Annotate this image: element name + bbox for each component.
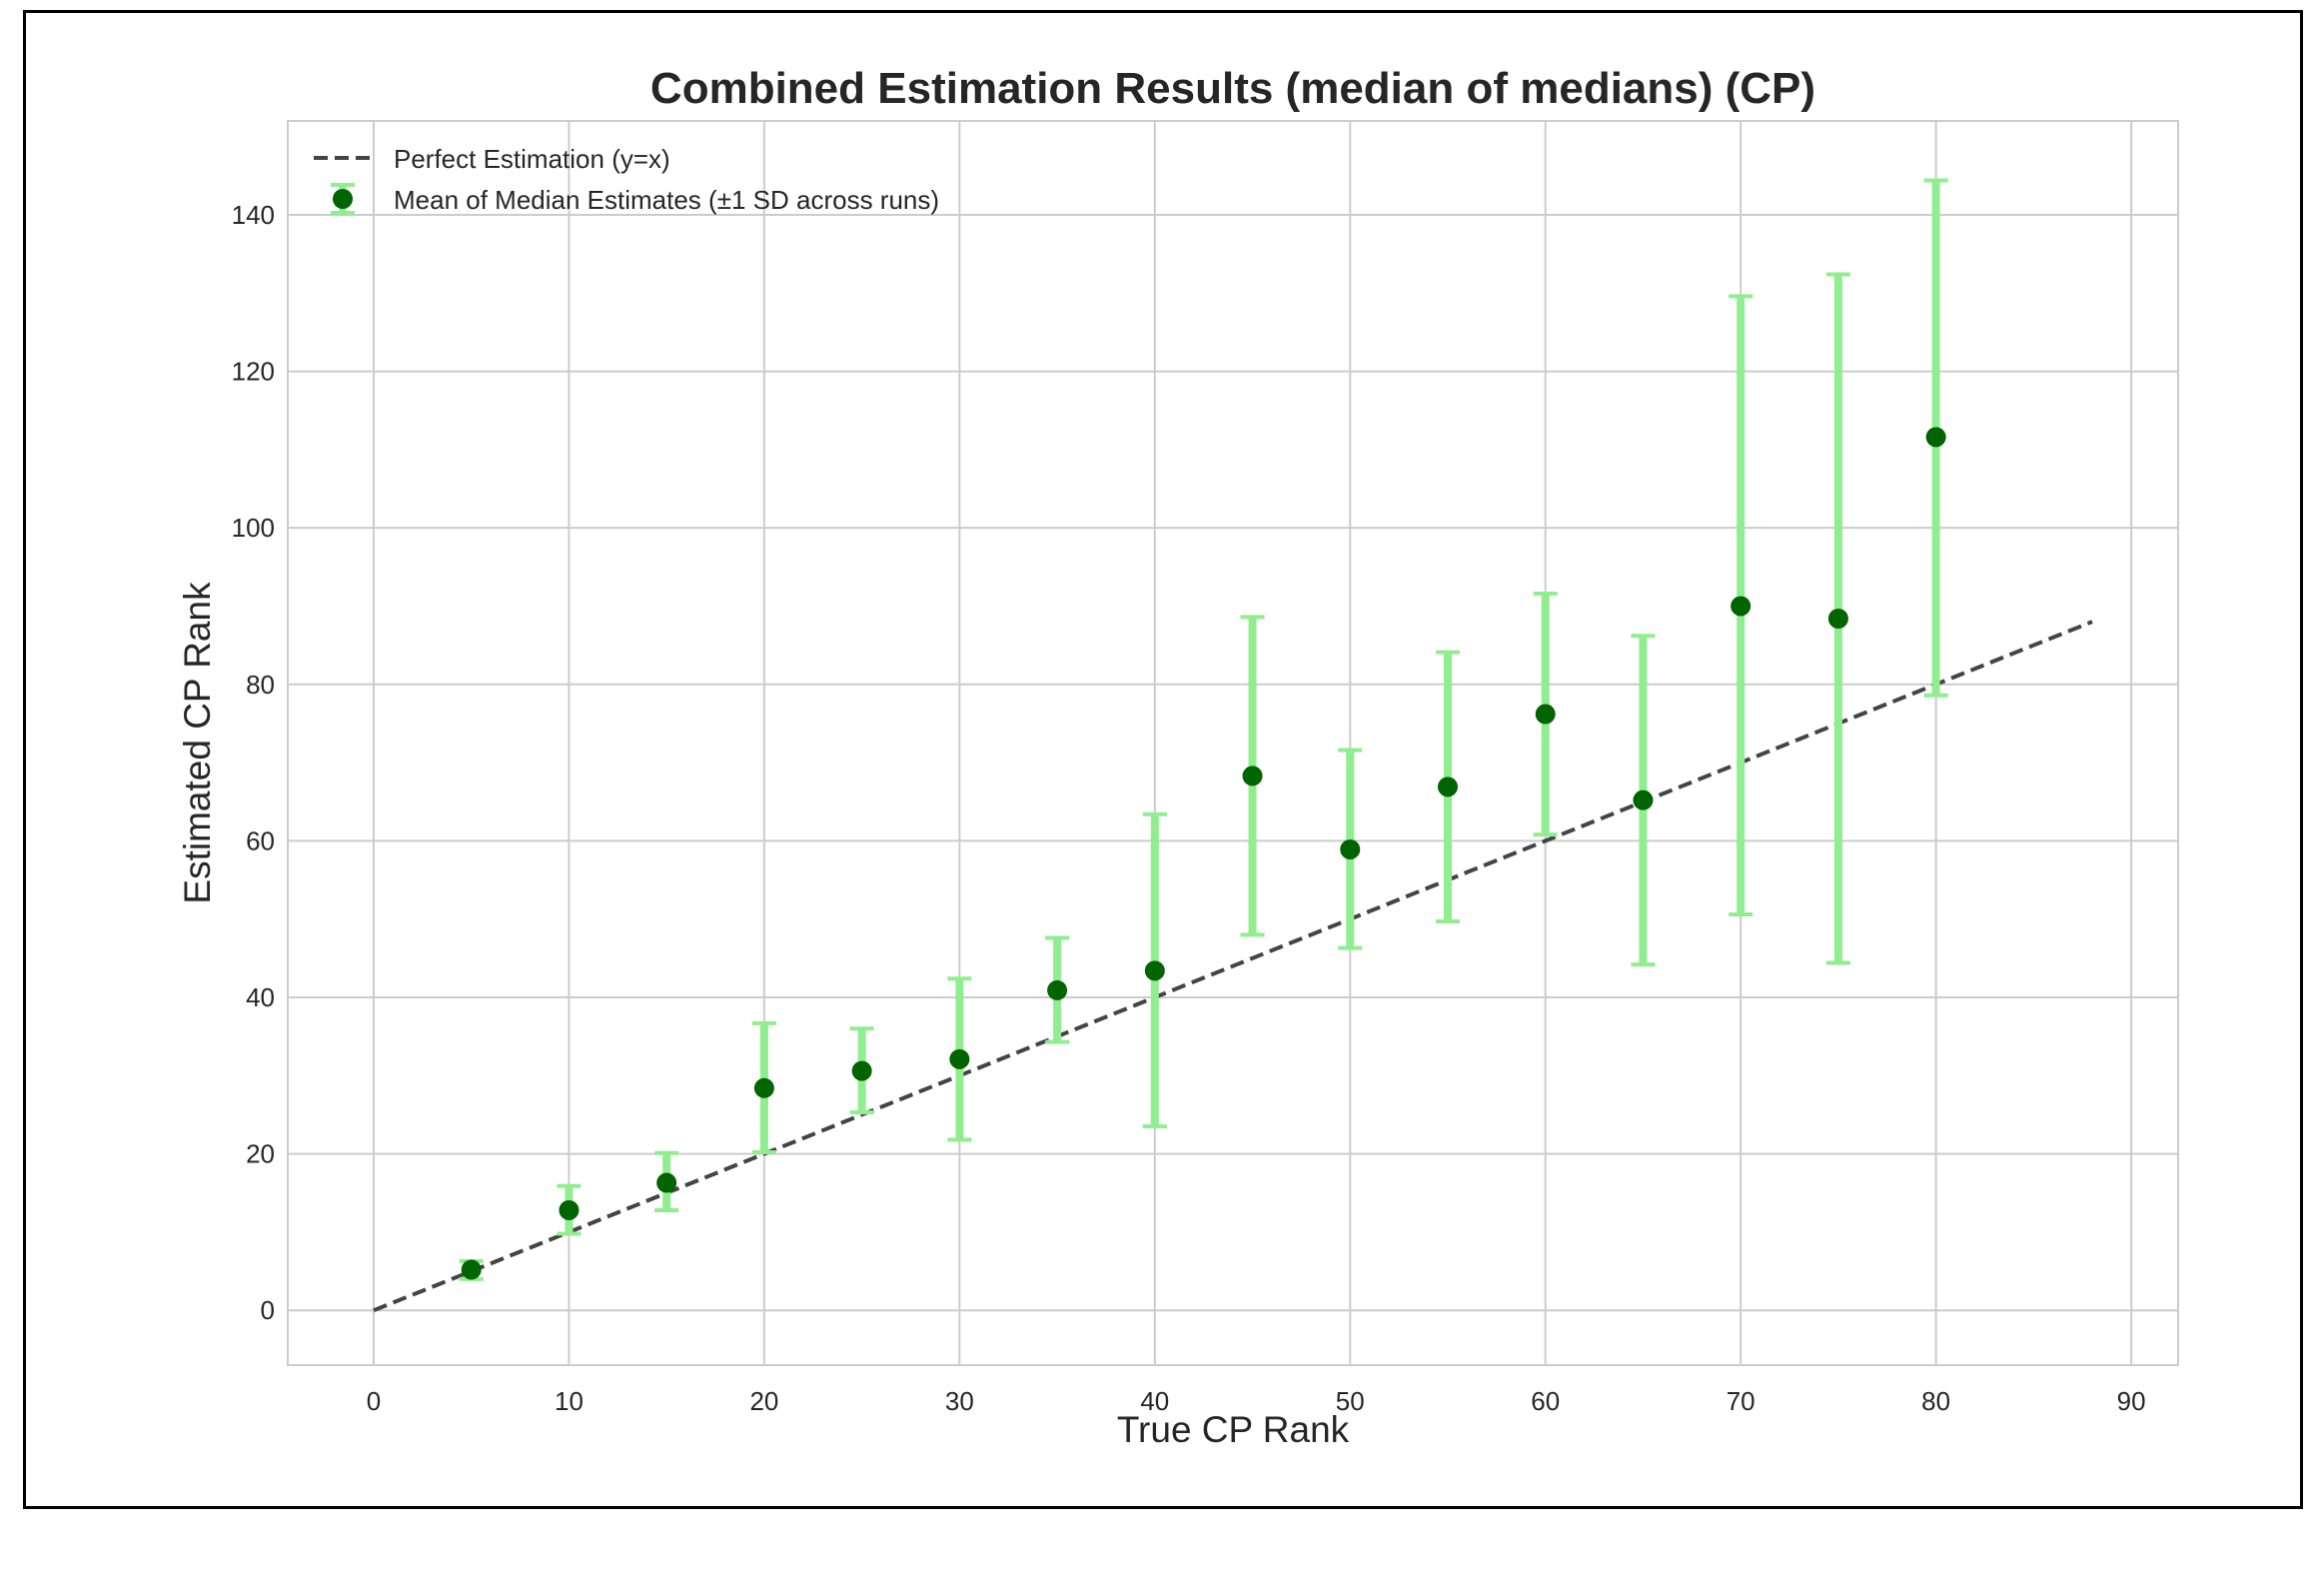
data-point	[656, 1172, 677, 1193]
reference-line-group	[373, 620, 2093, 1313]
y-tick-label: 0	[261, 1295, 275, 1325]
y-tick-label: 140	[232, 200, 275, 230]
reference-line	[373, 620, 2093, 1313]
figure-frame	[23, 10, 2303, 1509]
data-point	[1242, 766, 1263, 787]
data-point	[1438, 777, 1458, 798]
data-point	[1340, 838, 1361, 859]
axis-ticks: 0 10 20 30 40 50 60 70 80 90 0 20 40 60 80 100 120 140	[232, 200, 2146, 1416]
legend: Perfect Estimation (y=x) Mean of Median …	[314, 144, 939, 215]
legend-series-label: Mean of Median Estimates (±1 SD across r…	[394, 185, 939, 215]
x-tick-label: 40	[1140, 1386, 1169, 1416]
y-tick-label: 100	[232, 513, 275, 543]
y-tick-label: 20	[246, 1139, 275, 1169]
data-point	[949, 1048, 970, 1069]
x-tick-label: 50	[1336, 1386, 1365, 1416]
error-bars	[459, 178, 1948, 1281]
x-tick-label: 30	[945, 1386, 974, 1416]
legend-reference-label: Perfect Estimation (y=x)	[394, 144, 670, 174]
chart-title: Combined Estimation Results (median of m…	[650, 64, 1815, 113]
data-point	[1633, 790, 1654, 810]
x-tick-label: 70	[1727, 1386, 1755, 1416]
legend-marker-swatch	[333, 189, 353, 209]
x-tick-label: 20	[749, 1386, 778, 1416]
data-point	[1731, 596, 1751, 617]
x-tick-label: 0	[367, 1386, 381, 1416]
grid	[288, 121, 2178, 1365]
y-axis-label: Estimated CP Rank	[177, 582, 218, 904]
data-point	[1925, 427, 1946, 448]
data-point	[461, 1259, 482, 1280]
plot-area	[287, 120, 2179, 1366]
data-point	[1144, 960, 1165, 981]
data-point	[753, 1077, 774, 1098]
data-point	[559, 1199, 580, 1220]
y-tick-label: 60	[246, 825, 275, 855]
data-point	[851, 1060, 872, 1081]
x-tick-label: 60	[1531, 1386, 1560, 1416]
data-point	[1047, 979, 1068, 1000]
y-tick-label: 40	[246, 982, 275, 1012]
data-point	[1535, 704, 1556, 725]
y-tick-label: 80	[246, 670, 275, 700]
data-points	[461, 427, 1946, 1280]
y-tick-label: 120	[232, 357, 275, 387]
x-axis-label: True CP Rank	[1117, 1409, 1350, 1450]
x-tick-label: 90	[2117, 1386, 2146, 1416]
data-point	[1827, 609, 1848, 629]
x-tick-label: 10	[555, 1386, 583, 1416]
x-tick-label: 80	[1921, 1386, 1950, 1416]
